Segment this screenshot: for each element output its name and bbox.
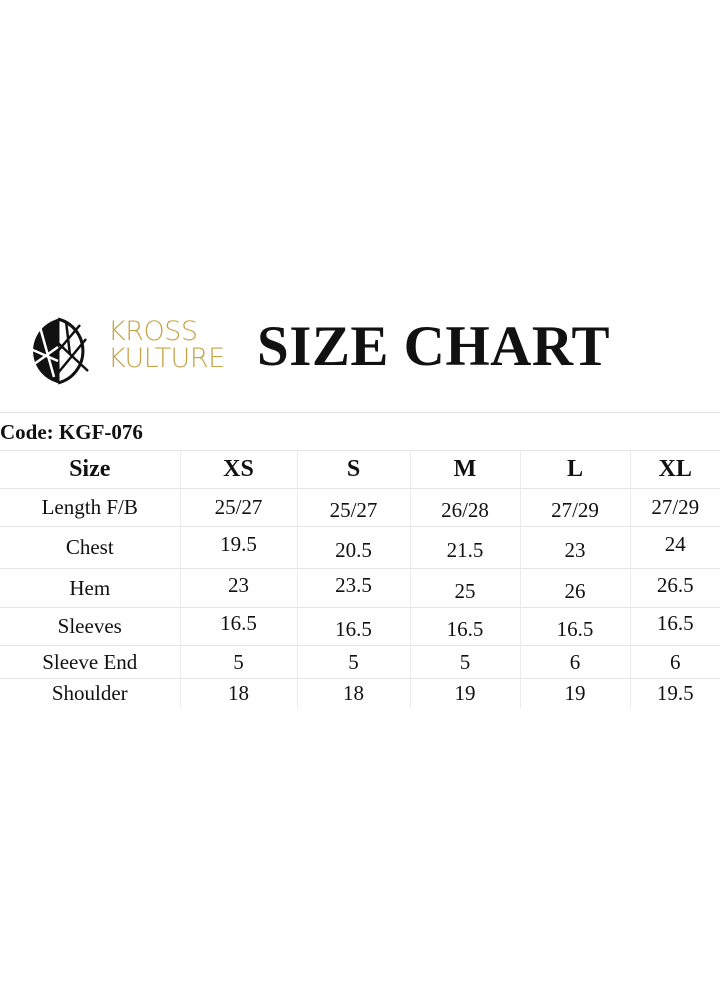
size-value: 24 (629, 526, 720, 569)
table-row: Hem 23 23.5 25 26 26.5 (0, 568, 720, 608)
table-row: Shoulder 18 18 19 19 19.5 (0, 678, 720, 709)
brand-name: KROSS KULTURE (108, 318, 225, 372)
size-value: 23 (519, 526, 630, 569)
size-value: 5 (409, 645, 520, 679)
column-header: Size (0, 450, 180, 489)
table-row: Length F/B 25/27 25/27 26/28 27/29 27/29 (0, 488, 720, 527)
size-value: 16.5 (629, 607, 720, 646)
size-value: 18 (296, 678, 410, 709)
table-row: Sleeve End 5 5 5 6 6 (0, 645, 720, 679)
size-value: 27/29 (519, 488, 630, 527)
size-value: 25/27 (296, 488, 410, 527)
row-label: Chest (0, 526, 180, 569)
page-title: SIZE CHART (257, 315, 611, 378)
size-value: 5 (296, 645, 410, 679)
size-value: 23 (179, 568, 297, 608)
size-value: 19 (409, 678, 520, 709)
row-label: Shoulder (0, 678, 180, 709)
product-code: Code: KGF-076 (0, 412, 720, 451)
table-row: Chest 19.5 20.5 21.5 23 24 (0, 526, 720, 569)
size-value: 27/29 (629, 488, 720, 527)
row-label: Hem (0, 568, 180, 608)
size-value: 16.5 (519, 607, 630, 646)
column-header: XS (179, 450, 297, 489)
size-value: 23.5 (296, 568, 410, 608)
size-value: 19 (519, 678, 630, 709)
table-row: Sleeves 16.5 16.5 16.5 16.5 16.5 (0, 607, 720, 646)
size-value: 5 (179, 645, 297, 679)
kross-kulture-logo-icon (25, 317, 89, 385)
brand-line2: KULTURE (108, 343, 225, 374)
size-value: 26/28 (409, 488, 520, 527)
row-label: Length F/B (0, 488, 180, 527)
size-value: 21.5 (409, 526, 520, 569)
size-value: 16.5 (409, 607, 520, 646)
size-value: 19.5 (629, 678, 720, 709)
row-label: Sleeve End (0, 645, 180, 679)
column-header: S (296, 450, 410, 489)
size-value: 25 (409, 568, 520, 608)
header-row: Size XS S M L XL (0, 450, 720, 489)
size-value: 18 (179, 678, 297, 709)
size-value: 16.5 (179, 607, 297, 646)
size-value: 19.5 (179, 526, 297, 569)
row-label: Sleeves (0, 607, 180, 646)
size-value: 26 (519, 568, 630, 608)
size-value: 16.5 (296, 607, 410, 646)
column-header: XL (629, 450, 720, 489)
size-value: 6 (519, 645, 630, 679)
brand-line1: KROSS (108, 316, 198, 347)
column-header: M (409, 450, 520, 489)
size-value: 6 (629, 645, 720, 679)
size-value: 20.5 (296, 526, 410, 569)
size-value: 26.5 (629, 568, 720, 608)
size-value: 25/27 (179, 488, 297, 527)
column-header: L (519, 450, 630, 489)
size-table: Size XS S M L XL Length F/B 25/27 25/27 26/28 27/… (0, 450, 720, 709)
